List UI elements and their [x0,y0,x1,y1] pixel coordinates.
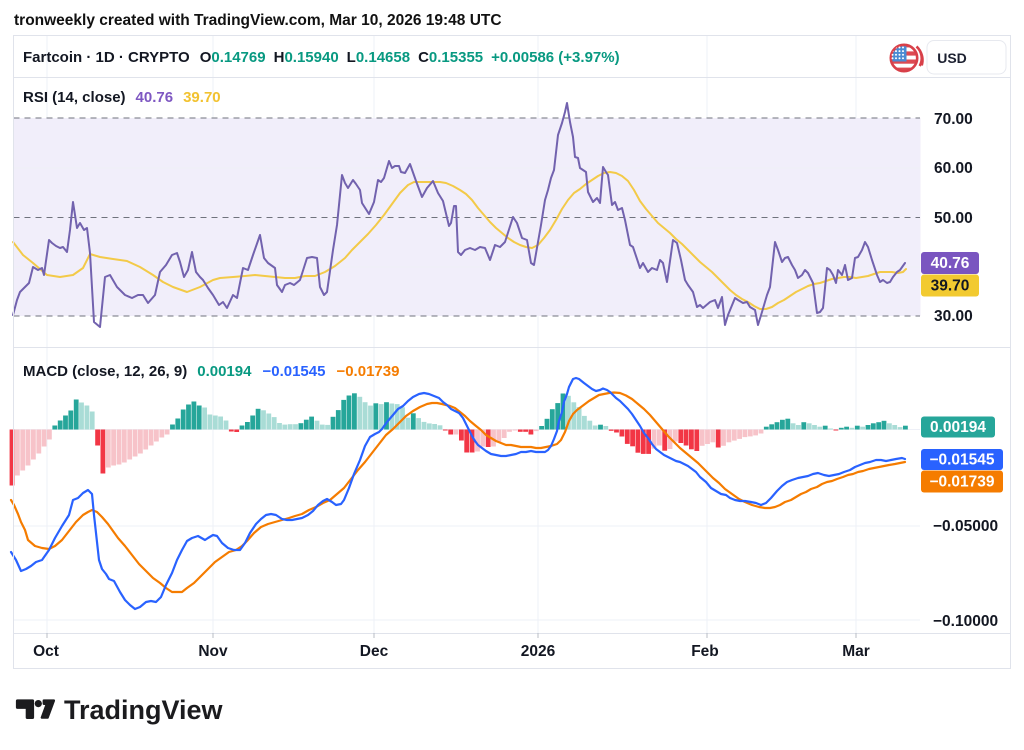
svg-text:0.00194: 0.00194 [930,419,986,436]
svg-text:TradingView: TradingView [64,695,224,725]
svg-text:39.70: 39.70 [931,278,970,295]
svg-text:USD: USD [937,50,967,66]
svg-text:−0.01545: −0.01545 [929,452,994,469]
svg-text:−0.10000: −0.10000 [933,613,998,630]
svg-text:30.00: 30.00 [934,308,973,325]
svg-text:−0.01739: −0.01739 [929,474,994,491]
svg-text:Nov: Nov [198,643,228,660]
svg-text:MACD (close, 12, 26, 9)0.00194: MACD (close, 12, 26, 9) 0.00194 −0.01545 −0… [23,363,399,380]
svg-text:70.00: 70.00 [934,111,973,128]
svg-text:Mar: Mar [842,643,870,660]
svg-text:2026: 2026 [521,643,556,660]
svg-text:Dec: Dec [360,643,389,660]
svg-text:Feb: Feb [691,643,719,660]
svg-text:Oct: Oct [33,643,59,660]
svg-text:60.00: 60.00 [934,160,973,177]
svg-text:tronweekly created with Tradin: tronweekly created with TradingView.com,… [14,12,502,29]
svg-text:40.76: 40.76 [931,255,970,272]
svg-text:−0.05000: −0.05000 [933,518,998,535]
svg-text:50.00: 50.00 [934,210,973,227]
